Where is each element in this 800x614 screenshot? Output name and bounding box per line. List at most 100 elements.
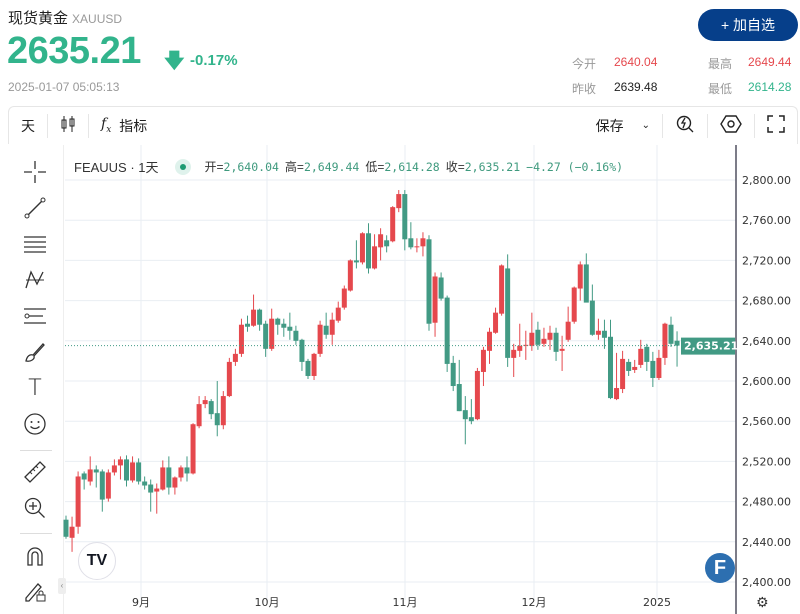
pattern-tool[interactable]	[22, 267, 48, 293]
candle-body	[269, 318, 275, 349]
crosshair-tool[interactable]	[22, 159, 48, 185]
high-value: 2,649.44	[303, 159, 360, 174]
hexagon-settings-icon	[720, 114, 742, 137]
candle-body	[589, 300, 595, 335]
candle-body	[184, 467, 190, 474]
candle-body	[396, 194, 402, 209]
candle-body	[335, 307, 341, 321]
measure-tool[interactable]	[22, 459, 48, 485]
candle-body	[468, 417, 474, 422]
candle-body	[480, 349, 486, 372]
y-tick-label: 2,760.00	[742, 214, 791, 227]
candles	[63, 190, 680, 552]
candle-body	[462, 410, 468, 420]
candle-body	[208, 401, 214, 415]
candle-body	[420, 238, 426, 247]
candle-body	[329, 319, 335, 335]
text-tool[interactable]: T	[22, 375, 48, 401]
candle-body	[378, 234, 384, 248]
save-button[interactable]: 保存 ⌄	[584, 113, 663, 138]
function-icon: fx	[101, 116, 112, 135]
candle-body	[93, 469, 99, 473]
arrow-down-icon: 🡇	[164, 50, 185, 72]
brush-tool[interactable]	[22, 339, 48, 365]
legend-symbol: FEAUUS · 1天	[74, 160, 159, 175]
candle-body	[166, 467, 172, 488]
zoom-tool[interactable]	[22, 495, 48, 521]
pencil-lock-icon	[25, 583, 46, 602]
y-tick-label: 2,680.00	[742, 295, 791, 308]
candle-body	[414, 246, 420, 248]
fullscreen-icon	[767, 115, 785, 136]
crosshair-icon	[24, 161, 46, 183]
candle-body	[450, 362, 456, 387]
candle-body	[251, 309, 257, 326]
candle-type-button[interactable]	[48, 113, 89, 138]
candle-body	[523, 344, 529, 346]
x-tick-label: 11月	[393, 596, 418, 609]
open-value: 2,640.04	[223, 159, 279, 174]
candle-body	[220, 396, 226, 426]
close-label: 收=	[445, 160, 465, 174]
status-dot-icon	[174, 158, 191, 175]
candle-body	[402, 194, 408, 240]
open-label: 开=	[204, 160, 224, 174]
time-axis[interactable]: 9月 10月 11月 12月 2025	[132, 596, 671, 609]
change-percent: -0.17%	[190, 52, 238, 69]
price-axis[interactable]: 2,800.00 2,760.00 2,720.00 2,680.00 2,640.00…	[681, 174, 791, 589]
collapse-toolbar-button[interactable]: ‹	[58, 578, 66, 594]
candle-body	[620, 358, 626, 390]
candle-body	[142, 481, 148, 486]
trend-line-tool[interactable]	[22, 195, 48, 221]
low-label: 低=	[365, 160, 385, 174]
add-watchlist-button[interactable]: + 加自选	[698, 9, 798, 41]
candle-body	[474, 370, 480, 420]
save-label: 保存	[595, 117, 624, 134]
settings-button[interactable]	[708, 113, 755, 138]
candle-body	[583, 264, 589, 303]
emoji-tool[interactable]	[22, 411, 48, 437]
drawing-toolbar: T	[8, 145, 64, 614]
indicators-button[interactable]: fx 指标	[89, 114, 159, 138]
interval-button[interactable]: 天	[9, 113, 48, 138]
axis-settings-icon[interactable]: ⚙	[756, 594, 769, 610]
candle-body	[214, 413, 220, 426]
high-label: 高=	[284, 160, 304, 174]
candle-body	[99, 471, 105, 500]
candle-body	[263, 323, 269, 349]
candle-body	[529, 332, 535, 346]
last-price: 2635.21	[7, 30, 141, 72]
candle-body	[160, 467, 166, 490]
candle-body	[105, 472, 111, 499]
pattern-icon	[25, 270, 44, 289]
candle-body	[202, 400, 208, 405]
candle-body	[517, 345, 523, 351]
tradingview-logo[interactable]: TV	[78, 542, 116, 580]
open-value: 2640.04	[614, 55, 658, 69]
candle-body	[154, 488, 160, 492]
candle-body	[565, 321, 571, 340]
candle-body	[148, 484, 154, 493]
candle-body	[390, 207, 396, 242]
quick-search-button[interactable]	[663, 113, 708, 138]
candle-body	[601, 330, 607, 338]
candle-body	[499, 265, 505, 314]
candle-body	[63, 519, 69, 537]
candle-body	[408, 238, 414, 248]
candle-body	[656, 357, 662, 378]
candle-body	[305, 360, 311, 376]
candle-body	[366, 233, 371, 269]
change-value: −4.27 (−0.16%)	[526, 159, 624, 174]
fib-tool[interactable]	[22, 231, 48, 257]
low-value: 2,614.28	[384, 159, 440, 174]
lock-drawing-tool[interactable]	[22, 579, 48, 605]
candle-body	[172, 477, 178, 488]
candle-body	[245, 323, 250, 327]
prediction-tool[interactable]	[22, 303, 48, 329]
candle-body	[178, 467, 184, 478]
prev-close-label: 昨收	[572, 82, 597, 96]
y-tick-label: 2,800.00	[742, 174, 791, 187]
fullscreen-button[interactable]	[755, 114, 797, 138]
magnet-tool[interactable]	[22, 543, 48, 569]
